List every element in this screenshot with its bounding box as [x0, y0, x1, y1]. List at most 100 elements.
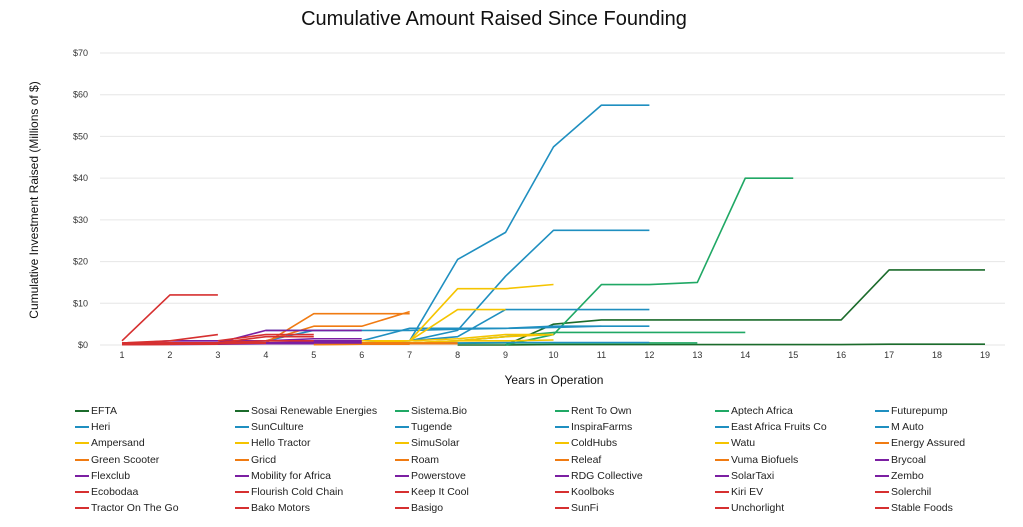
- legend-item: Unchorlight: [715, 501, 875, 515]
- legend-item: Solerchil: [875, 485, 1023, 499]
- legend-item: Ampersand: [75, 436, 235, 450]
- legend-swatch: [235, 410, 249, 412]
- legend-label: Koolboks: [571, 485, 615, 498]
- legend-label: Green Scooter: [91, 453, 160, 466]
- legend-label: Mobility for Africa: [251, 469, 331, 482]
- series-line-energy-assured: [265, 310, 410, 342]
- legend-label: Roam: [411, 453, 440, 466]
- y-tick-label: $40: [73, 173, 88, 183]
- legend-label: Powerstove: [411, 469, 466, 482]
- x-tick-label: 3: [215, 350, 220, 360]
- legend-swatch: [875, 458, 889, 461]
- legend-swatch: [715, 458, 729, 461]
- legend-item: Sistema.Bio: [395, 404, 555, 418]
- legend-label: Unchorlight: [731, 502, 785, 515]
- legend-item: Watu: [715, 436, 875, 450]
- series-lines: [121, 104, 985, 346]
- y-axis-label: Cumulative Investment Raised (Millions o…: [27, 81, 41, 318]
- series-line-east-africa-fruits-co: [313, 325, 650, 342]
- legend-item: Releaf: [555, 453, 715, 467]
- legend-swatch: [875, 490, 889, 493]
- line-chart: Cumulative Amount Raised Since Founding …: [27, 8, 1005, 387]
- legend-item: Stable Foods: [875, 501, 1023, 515]
- legend-item: Ecobodaa: [75, 485, 235, 499]
- legend-item: ColdHubs: [555, 436, 715, 450]
- legend-label: Bako Motors: [251, 502, 310, 515]
- y-tick-label: $70: [73, 48, 88, 58]
- legend-label: EFTA: [91, 405, 118, 417]
- x-tick-label: 11: [597, 350, 606, 360]
- legend-swatch: [395, 490, 409, 493]
- x-tick-label: 2: [167, 350, 172, 360]
- legend-item: Flourish Cold Chain: [235, 485, 395, 499]
- legend-label: Zembo: [891, 469, 924, 482]
- legend-swatch: [395, 426, 409, 429]
- legend-swatch: [555, 474, 569, 477]
- legend-item: Brycoal: [875, 453, 1023, 467]
- legend-swatch: [395, 458, 409, 461]
- legend-swatch: [715, 410, 729, 412]
- legend-label: East Africa Fruits Co: [731, 421, 827, 434]
- legend: EFTA Sosai Renewable Energies Sistema.Bio R…: [75, 404, 1023, 515]
- legend-label: Basigo: [411, 502, 444, 515]
- series-line-heri: [408, 104, 650, 342]
- x-tick-label: 16: [836, 350, 846, 360]
- x-tick-label: 9: [503, 350, 508, 360]
- series-line-green-scooter: [265, 312, 410, 344]
- x-tick-label: 6: [359, 350, 364, 360]
- legend-swatch: [75, 410, 89, 412]
- x-tick-label: 7: [407, 350, 412, 360]
- legend-item: Kiri EV: [715, 485, 875, 499]
- legend-label: SolarTaxi: [731, 469, 775, 482]
- legend-swatch: [715, 490, 729, 493]
- x-tick-label: 5: [311, 350, 316, 360]
- x-tick-label: 12: [644, 350, 654, 360]
- legend-label: Energy Assured: [891, 437, 966, 450]
- legend-swatch: [555, 410, 569, 412]
- legend-label: Ampersand: [91, 437, 145, 450]
- x-tick-label: 15: [788, 350, 798, 360]
- legend-item: Rent To Own: [555, 404, 715, 418]
- legend-swatch: [555, 442, 569, 445]
- legend-item: SunFi: [555, 501, 715, 515]
- legend-swatch: [875, 507, 889, 510]
- y-tick-label: $20: [73, 257, 88, 267]
- legend-swatch: [875, 410, 889, 412]
- x-tick-label: 19: [980, 350, 990, 360]
- legend-swatch: [395, 474, 409, 477]
- legend-item: Sosai Renewable Energies: [235, 404, 395, 418]
- legend-swatch: [235, 474, 249, 477]
- legend-label: M Auto: [891, 421, 924, 434]
- legend-label: Keep It Cool: [411, 485, 469, 498]
- series-line-flourish-cold-chain: [217, 335, 314, 344]
- x-tick-label: 18: [932, 350, 942, 360]
- legend-swatch: [235, 442, 249, 445]
- legend-label: Brycoal: [891, 453, 927, 466]
- legend-label: SimuSolar: [411, 437, 460, 450]
- legend-swatch: [395, 507, 409, 510]
- chart-title: Cumulative Amount Raised Since Founding: [301, 8, 687, 30]
- x-tick-label: 8: [455, 350, 460, 360]
- legend-item: Roam: [395, 453, 555, 467]
- legend-item: Koolboks: [555, 485, 715, 499]
- series-line-watu: [409, 333, 554, 344]
- series-line-sosai-renewable-energies: [457, 343, 985, 346]
- legend-item: Powerstove: [395, 469, 555, 483]
- legend-label: Flourish Cold Chain: [251, 485, 344, 498]
- x-tick-label: 10: [548, 350, 558, 360]
- legend-swatch: [715, 507, 729, 510]
- legend-label: Aptech Africa: [731, 405, 793, 417]
- legend-label: Sosai Renewable Energies: [251, 405, 378, 417]
- legend-swatch: [555, 458, 569, 461]
- x-tick-label: 1: [119, 350, 124, 360]
- legend-label: Tractor On The Go: [91, 502, 179, 515]
- series-line-ampersand: [409, 283, 554, 342]
- y-tick-label: $60: [73, 90, 88, 100]
- legend-swatch: [715, 474, 729, 477]
- y-tick-label: $0: [78, 340, 88, 350]
- legend-label: Tugende: [411, 421, 453, 434]
- x-tick-label: 4: [263, 350, 268, 360]
- legend-item: Aptech Africa: [715, 404, 875, 418]
- legend-item: Tractor On The Go: [75, 501, 235, 515]
- legend-item: Tugende: [395, 420, 555, 434]
